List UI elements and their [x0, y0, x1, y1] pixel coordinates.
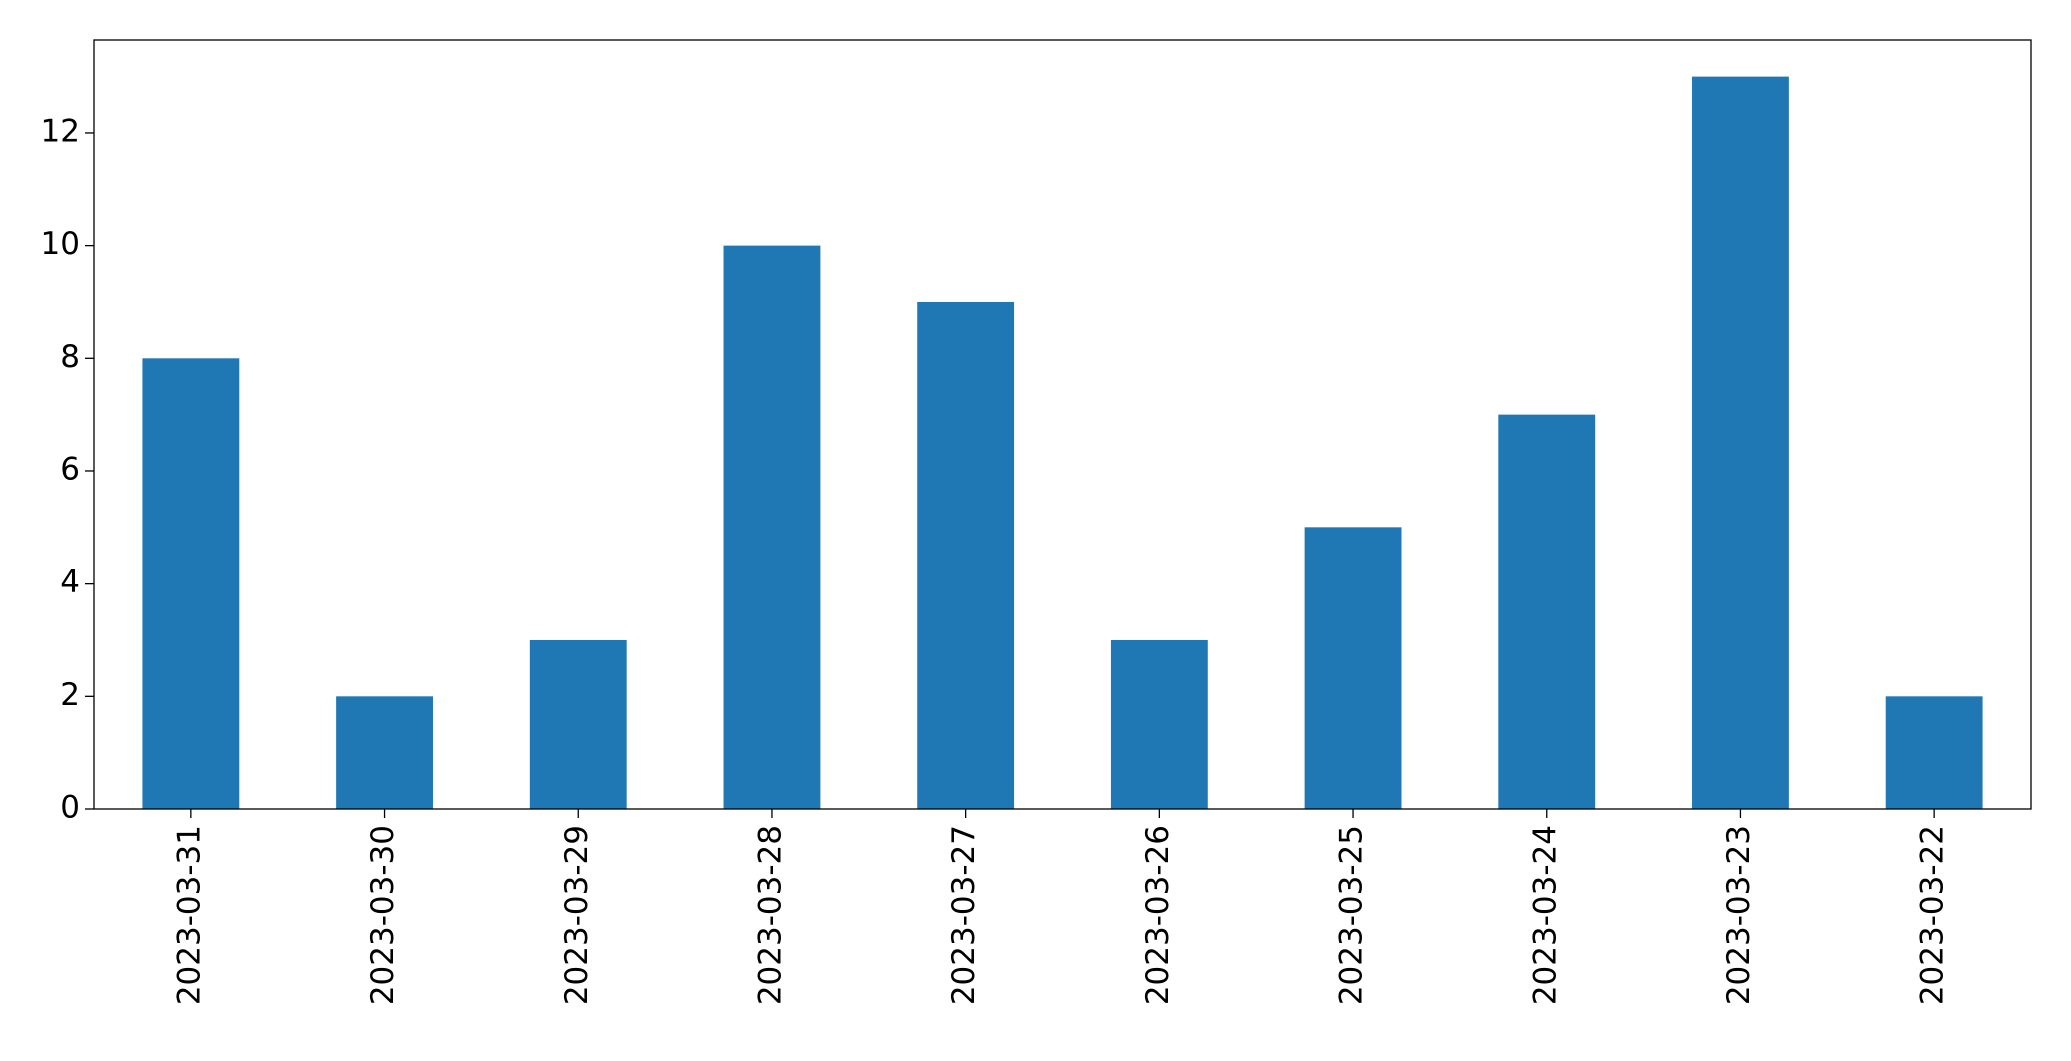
x-tick-label: 2023-03-31 [171, 825, 207, 1005]
bar [1304, 527, 1402, 809]
x-tick-label: 2023-03-22 [1915, 825, 1951, 1005]
bar [336, 696, 433, 809]
bar [142, 358, 240, 809]
bar [1885, 696, 1983, 809]
x-tick-label: 2023-03-29 [559, 825, 595, 1005]
y-tick-label: 10 [41, 226, 80, 262]
x-tick-label: 2023-03-26 [1140, 825, 1176, 1005]
plot-frame [93, 39, 2032, 810]
bar [1692, 76, 1789, 810]
bar [1110, 639, 1208, 809]
x-tick-label: 2023-03-30 [365, 825, 401, 1005]
x-tick-label: 2023-03-25 [1334, 825, 1370, 1005]
y-tick-label: 0 [60, 790, 80, 826]
y-tick-label: 4 [60, 564, 80, 600]
bar [1498, 414, 1596, 809]
x-tick-label: 2023-03-24 [1527, 825, 1563, 1005]
y-tick-label: 12 [41, 113, 80, 149]
y-tick-label: 2 [60, 677, 80, 713]
x-tick-label: 2023-03-23 [1721, 825, 1757, 1005]
y-tick-label: 8 [60, 339, 80, 375]
bar [723, 245, 821, 810]
bar [529, 639, 627, 809]
y-tick-label: 6 [60, 451, 80, 487]
bar [917, 301, 1015, 809]
x-tick-label: 2023-03-27 [946, 825, 982, 1005]
x-tick-label: 2023-03-28 [752, 825, 788, 1005]
